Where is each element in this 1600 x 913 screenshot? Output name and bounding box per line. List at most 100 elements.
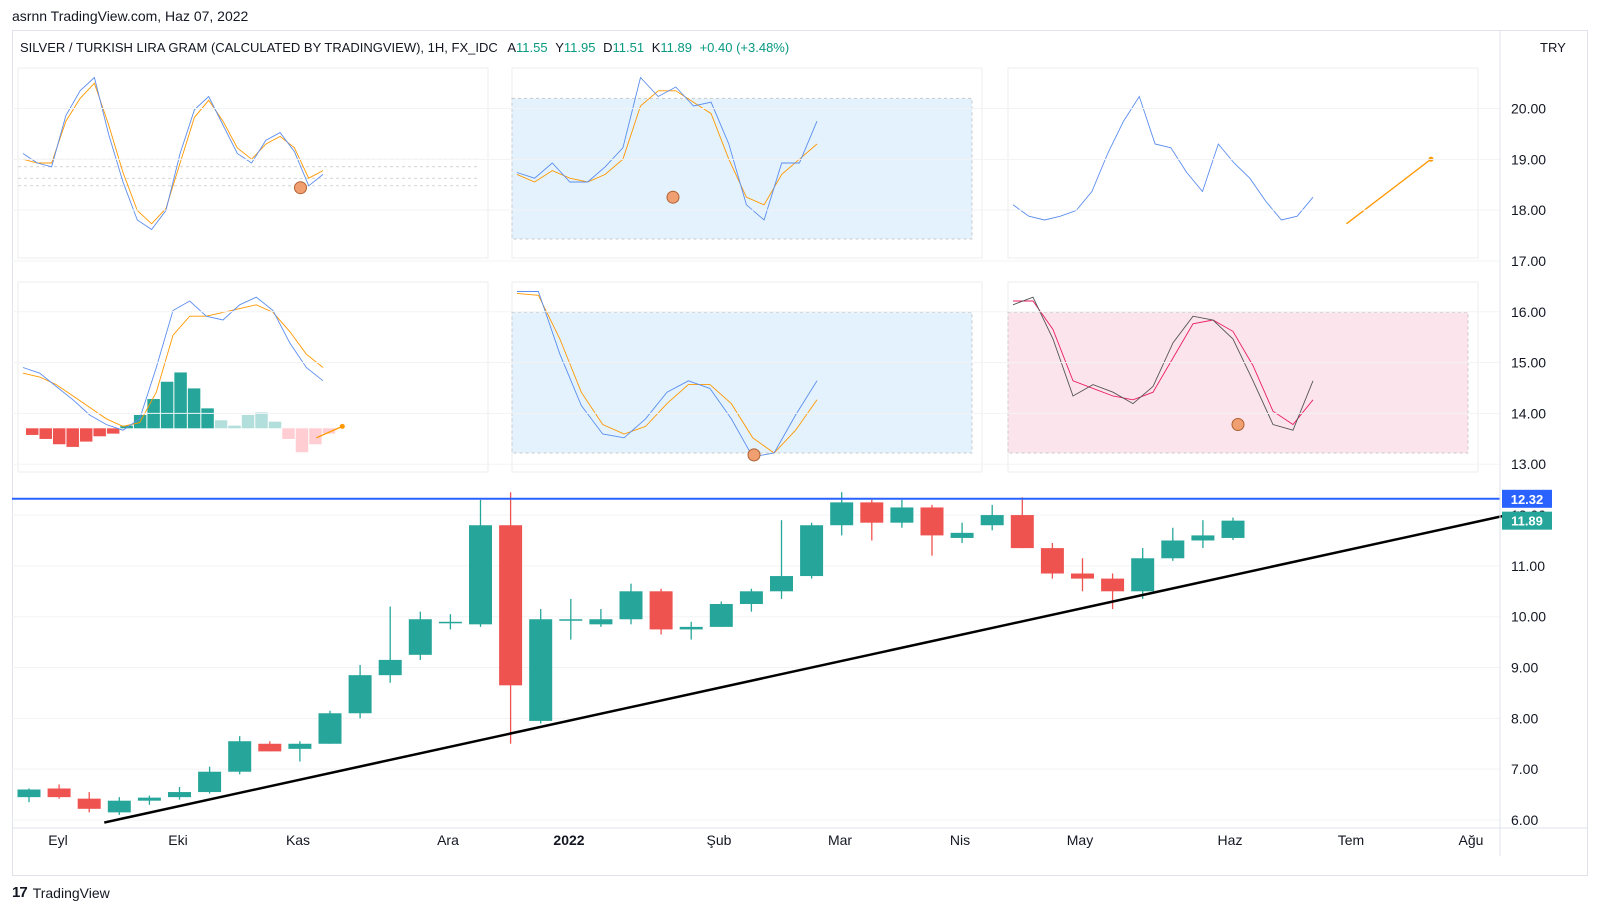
candle-body bbox=[860, 502, 884, 523]
candle-body bbox=[408, 619, 432, 655]
x-tick-label: Eki bbox=[168, 832, 187, 848]
candle bbox=[499, 492, 523, 744]
candle bbox=[950, 522, 974, 544]
candle bbox=[619, 583, 643, 625]
highlight-marker bbox=[747, 448, 761, 462]
indicator-line bbox=[1012, 296, 1314, 431]
inset-stoch-pink bbox=[1007, 281, 1479, 473]
y-tick-label: 10.00 bbox=[1511, 609, 1546, 625]
histogram-bar bbox=[322, 428, 336, 434]
arrow-head bbox=[339, 423, 345, 429]
histogram-bar bbox=[93, 428, 106, 437]
symbol-name[interactable]: SILVER / TURKISH LIRA GRAM (CALCULATED B… bbox=[20, 40, 498, 55]
inset-frame bbox=[17, 281, 489, 473]
support-trendline bbox=[103, 511, 1520, 824]
candle-body bbox=[529, 619, 553, 721]
histogram-bar bbox=[52, 428, 66, 445]
candle bbox=[739, 588, 763, 612]
y-tick-label: 20.00 bbox=[1511, 100, 1546, 116]
footer-branding[interactable]: 17 TradingView bbox=[12, 884, 110, 901]
candle bbox=[800, 522, 824, 579]
indicator-line bbox=[517, 291, 818, 458]
price-axis: 20.00 19.00 18.00 17.00 16.00 15.00 14.00 13.00… bbox=[12, 30, 1588, 856]
candle bbox=[137, 795, 161, 805]
candle bbox=[198, 766, 222, 794]
low-value: 11.51 bbox=[612, 40, 645, 55]
candle-body bbox=[228, 741, 252, 772]
histogram-bar bbox=[174, 372, 187, 429]
candle bbox=[980, 504, 1004, 531]
candle bbox=[258, 741, 282, 752]
time-axis: Eyl Eki Kas Ara 2022 Şub Mar Nis May Haz Tem Ağu bbox=[48, 832, 1483, 848]
candle bbox=[770, 520, 793, 599]
candle-body bbox=[438, 621, 462, 624]
candle bbox=[1191, 520, 1215, 549]
candle-body bbox=[198, 771, 222, 793]
histogram-bar bbox=[39, 428, 52, 439]
y-tick-label: 13.00 bbox=[1511, 456, 1546, 472]
candle-body bbox=[77, 798, 101, 809]
indicator-line bbox=[22, 296, 324, 431]
candles bbox=[17, 492, 1245, 815]
candle-body bbox=[1161, 540, 1185, 559]
candle bbox=[77, 792, 101, 813]
high-label: Y bbox=[555, 40, 564, 55]
trend-arrow bbox=[1346, 158, 1432, 225]
candle bbox=[649, 588, 673, 635]
candle bbox=[168, 786, 191, 800]
candle-body bbox=[830, 502, 854, 526]
histogram-bar bbox=[268, 421, 282, 429]
candle-body bbox=[1071, 573, 1094, 579]
x-tick-label: Mar bbox=[828, 832, 852, 848]
candle-body bbox=[288, 743, 312, 749]
low-label: D bbox=[603, 40, 613, 55]
histogram-bar bbox=[295, 428, 309, 453]
y-tick-label: 6.00 bbox=[1511, 812, 1538, 828]
open-label: A bbox=[507, 40, 517, 55]
price-label: 11.89 bbox=[1511, 514, 1543, 529]
candle-body bbox=[709, 604, 733, 627]
candle bbox=[228, 736, 252, 775]
histogram-bar bbox=[241, 415, 255, 429]
candle bbox=[288, 741, 312, 762]
histogram-bar bbox=[79, 428, 93, 442]
candle bbox=[709, 601, 733, 627]
histogram-bar bbox=[106, 428, 120, 434]
candle bbox=[589, 609, 613, 627]
chart-header: asrnn TradingView.com, Haz 07, 2022 bbox=[12, 8, 249, 24]
signal-line bbox=[22, 304, 324, 427]
candle bbox=[1071, 558, 1094, 592]
trend-arrow bbox=[316, 425, 343, 439]
candle bbox=[1131, 548, 1155, 599]
histogram-bar bbox=[26, 428, 39, 435]
chart-frame bbox=[12, 30, 1588, 876]
candle bbox=[318, 710, 342, 744]
candle bbox=[1161, 527, 1185, 561]
candle bbox=[47, 784, 71, 799]
candle bbox=[860, 499, 884, 541]
high-value: 11.95 bbox=[563, 40, 596, 55]
histogram-bar bbox=[201, 408, 214, 429]
y-tick-label: 19.00 bbox=[1511, 151, 1546, 167]
inset-band bbox=[511, 311, 973, 454]
histogram-bar bbox=[228, 425, 241, 429]
candle bbox=[1101, 573, 1125, 610]
close-label: K bbox=[651, 40, 661, 55]
price-label: 12.32 bbox=[1511, 492, 1544, 507]
candle-body bbox=[739, 591, 763, 605]
histogram-bar bbox=[66, 428, 79, 447]
signal-line bbox=[516, 90, 818, 206]
histogram-bar bbox=[187, 388, 201, 429]
inset-stoch bbox=[511, 67, 983, 259]
histogram-bar bbox=[214, 420, 228, 429]
drawn-lines bbox=[12, 497, 1520, 824]
x-tick-label: Şub bbox=[707, 832, 732, 848]
inset-macd bbox=[17, 281, 489, 473]
x-tick-label: Eyl bbox=[48, 832, 67, 848]
y-tick-label: 9.00 bbox=[1511, 660, 1538, 676]
histogram-bar bbox=[120, 425, 133, 429]
candle bbox=[890, 499, 914, 528]
candle-body bbox=[318, 713, 342, 744]
candle-body bbox=[258, 743, 282, 752]
